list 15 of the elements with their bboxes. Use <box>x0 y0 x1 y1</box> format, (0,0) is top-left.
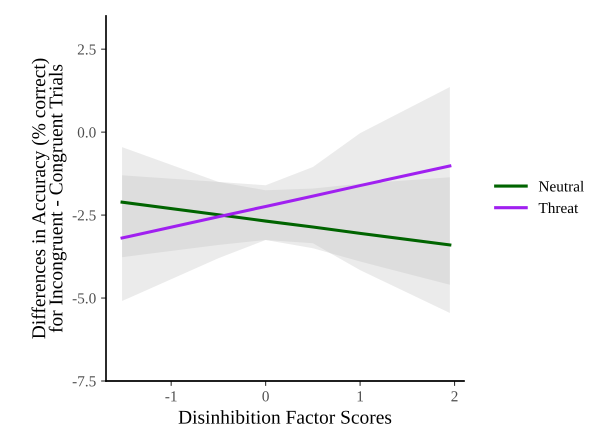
x-tick-label: 0 <box>262 391 269 402</box>
y-tick-label: -2.5 <box>72 210 96 221</box>
y-tick-label: -7.5 <box>72 376 96 387</box>
line-series <box>120 164 452 240</box>
y-tick-label: 0.0 <box>78 127 96 138</box>
x-tick-label: 1 <box>358 391 363 402</box>
legend-label: Threat <box>538 202 578 214</box>
legend-label: Neutral <box>538 180 584 192</box>
x-tick-label: 2 <box>451 391 458 402</box>
y-axis-title: Differences in Accuracy (% correct) for Incongruent - Congruent Trials <box>31 58 67 339</box>
y-tick-label: -5.0 <box>72 293 96 304</box>
line-series <box>120 200 452 246</box>
y-tick-label: 2.5 <box>78 44 96 55</box>
x-tick-label: -1 <box>165 391 177 402</box>
x-axis-title: Disinhibition Factor Scores <box>178 410 392 424</box>
